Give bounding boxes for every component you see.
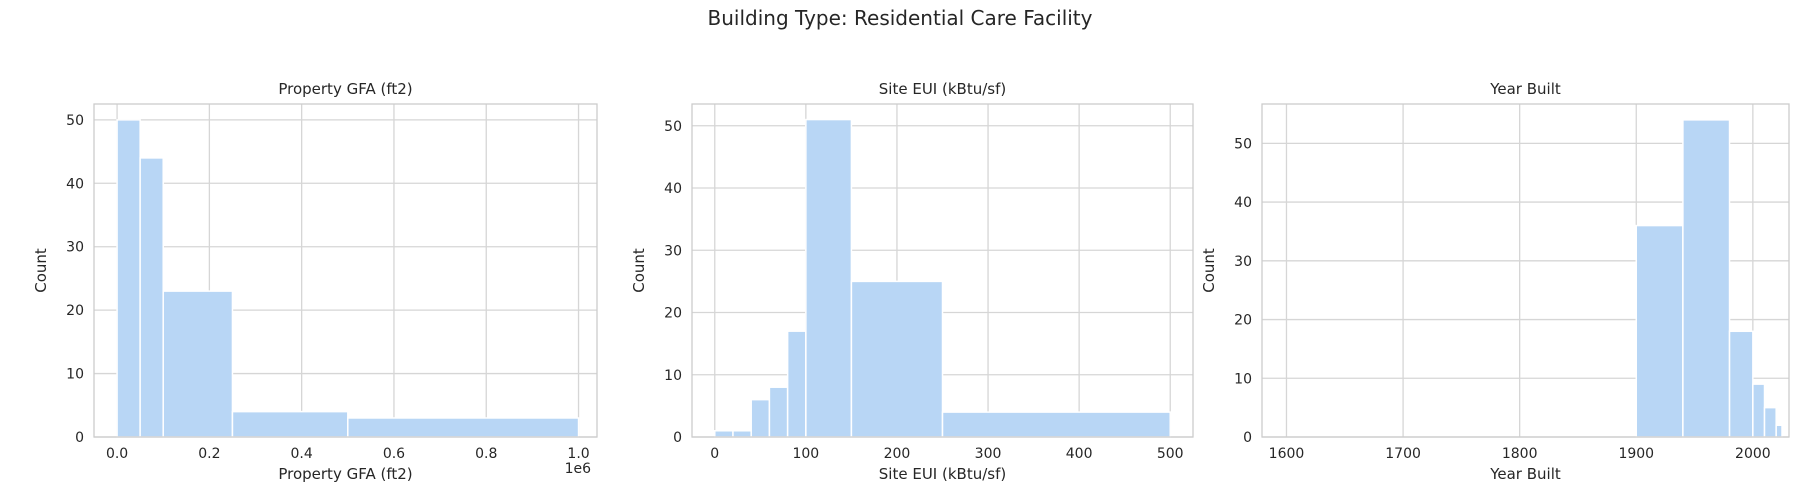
histogram-bar	[162, 290, 234, 438]
y-tick-label: 0	[75, 430, 84, 446]
histogram-panel-3: 1600 1700 1800 1900 2000 0 10 20 30 40 50 Year Buil…	[1200, 80, 1790, 483]
x-axis-label: Property GFA (ft2)	[278, 465, 412, 483]
histogram-bar	[1763, 406, 1777, 438]
histogram-bar	[850, 280, 944, 438]
y-tick-label: 20	[664, 306, 682, 322]
histogram-bar	[231, 410, 349, 438]
histogram-bar	[1775, 424, 1783, 438]
histogram-bar	[1752, 383, 1766, 438]
panel-title: Year Built	[1489, 80, 1561, 98]
histogram-bar	[116, 119, 141, 438]
x-tick-label: 1800	[1502, 446, 1538, 462]
x-tick-label: 0.8	[475, 446, 497, 462]
x-tick-label: 0.4	[291, 446, 313, 462]
x-tick-label: 0.2	[198, 446, 220, 462]
y-tick-label: 0	[1243, 430, 1252, 446]
y-tick-label: 50	[66, 113, 84, 129]
y-tick-label: 10	[1234, 371, 1252, 387]
y-tick-label: 10	[66, 367, 84, 383]
axes-frame	[93, 103, 598, 438]
histogram-bar	[139, 157, 164, 438]
x-tick-label: 1.0	[567, 446, 589, 462]
y-tick-label: 30	[1234, 254, 1252, 270]
axes-frame	[1261, 103, 1790, 438]
y-tick-label: 20	[66, 303, 84, 319]
x-tick-label: 100	[792, 446, 819, 462]
y-tick-label: 10	[664, 368, 682, 384]
y-tick-label: 40	[1234, 195, 1252, 211]
histogram-bar	[1682, 119, 1731, 438]
x-tick-label: 200	[884, 446, 911, 462]
y-tick-label: 40	[66, 176, 84, 192]
histogram-bar	[1728, 330, 1754, 438]
histogram-bar	[714, 430, 734, 438]
y-tick-label: 40	[664, 181, 682, 197]
x-tick-label: 1900	[1618, 446, 1654, 462]
histogram-bar	[750, 398, 771, 438]
x-tick-label: 400	[1066, 446, 1093, 462]
y-axis-label: Count	[1200, 248, 1218, 293]
panel-title: Property GFA (ft2)	[278, 80, 412, 98]
x-tick-label: 1600	[1269, 446, 1305, 462]
x-tick-label: 0.0	[106, 446, 128, 462]
axes-frame	[691, 103, 1194, 438]
histogram-bar	[941, 411, 1171, 438]
y-axis-label: Count	[32, 248, 50, 293]
x-tick-label: 1700	[1385, 446, 1421, 462]
histogram-bar	[786, 330, 807, 438]
y-tick-label: 30	[66, 240, 84, 256]
histogram-bar	[768, 386, 789, 438]
x-axis-offset-label: 1e6	[565, 461, 592, 477]
histogram-panel-2: 0 100 200 300 400 500 0 10 20 30 40 50 Site EUI (kBt…	[630, 80, 1194, 483]
y-tick-label: 20	[1234, 313, 1252, 329]
x-axis-label: Site EUI (kBtu/sf)	[879, 465, 1006, 483]
figure-title: Building Type: Residential Care Facility	[707, 6, 1093, 30]
y-tick-label: 30	[664, 243, 682, 259]
x-tick-label: 300	[975, 446, 1002, 462]
x-tick-label: 0	[710, 446, 719, 462]
y-tick-label: 50	[664, 119, 682, 135]
panel-title: Site EUI (kBtu/sf)	[879, 80, 1006, 98]
histogram-panel-1: 0.0 0.2 0.4 0.6 0.8 1.0 0 10 20 30 40 50 Property GF…	[32, 80, 598, 483]
histogram-bar	[732, 430, 752, 438]
y-axis-label: Count	[630, 248, 648, 293]
x-tick-label: 500	[1157, 446, 1184, 462]
x-tick-label: 2000	[1735, 446, 1771, 462]
histogram-bar	[1635, 224, 1684, 438]
y-tick-label: 50	[1234, 136, 1252, 152]
y-tick-label: 0	[673, 430, 682, 446]
histogram-bar	[347, 417, 580, 438]
x-tick-label: 0.6	[383, 446, 405, 462]
x-axis-label: Year Built	[1489, 465, 1561, 483]
histogram-bar	[805, 118, 853, 438]
